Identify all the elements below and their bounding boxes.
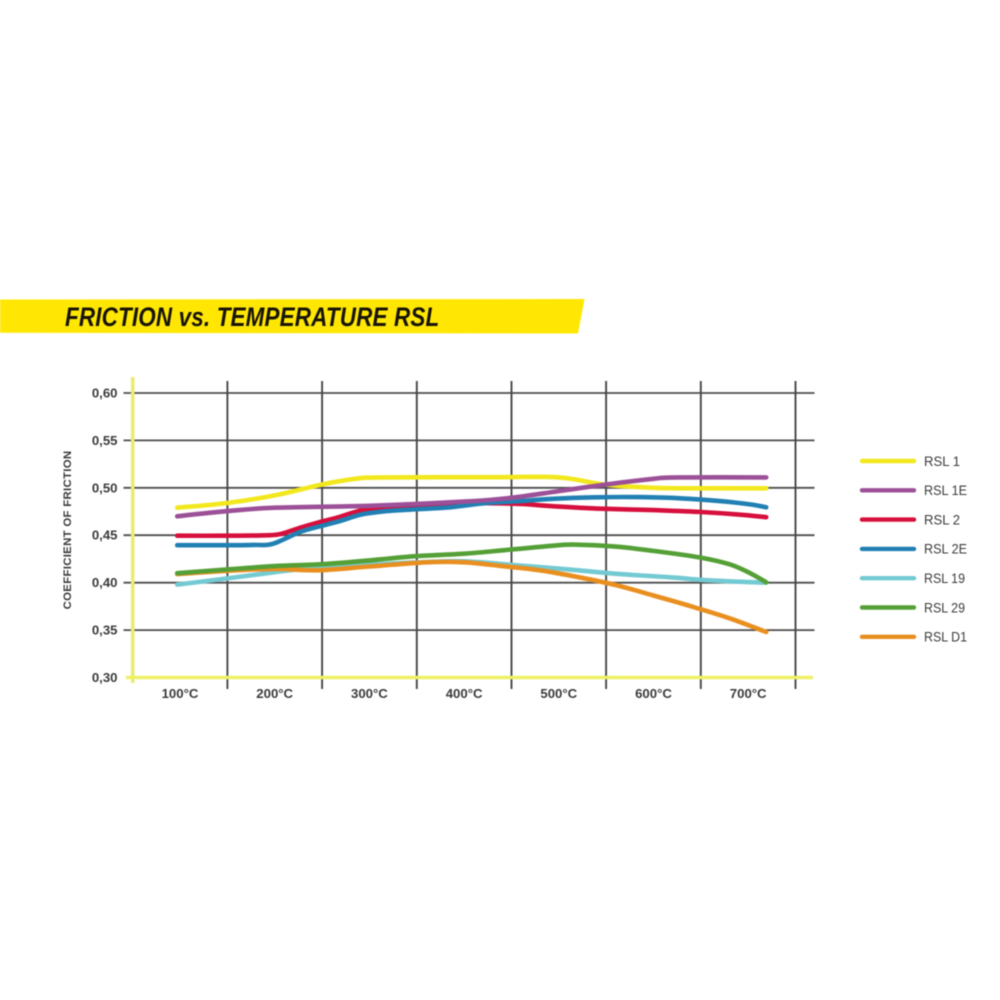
svg-text:0,35: 0,35: [92, 623, 118, 638]
svg-text:0,40: 0,40: [92, 575, 118, 590]
svg-text:RSL 29: RSL 29: [924, 599, 965, 615]
svg-text:100°C: 100°C: [162, 686, 199, 701]
svg-text:600°C: 600°C: [635, 686, 672, 701]
svg-text:700°C: 700°C: [730, 686, 767, 701]
svg-text:RSL 2E: RSL 2E: [924, 541, 967, 557]
svg-text:300°C: 300°C: [351, 686, 388, 701]
svg-text:500°C: 500°C: [540, 686, 577, 701]
svg-text:0,60: 0,60: [92, 386, 118, 401]
svg-text:0,50: 0,50: [92, 480, 118, 495]
svg-text:RSL 2: RSL 2: [924, 511, 960, 527]
svg-text:RSL D1: RSL D1: [924, 629, 967, 645]
svg-text:RSL 1E: RSL 1E: [924, 482, 967, 498]
svg-text:400°C: 400°C: [446, 686, 483, 701]
svg-text:0,45: 0,45: [92, 528, 118, 543]
svg-text:COEFFICIENT OF FRICTION: COEFFICIENT OF FRICTION: [62, 451, 74, 610]
svg-text:200°C: 200°C: [256, 686, 293, 701]
svg-text:RSL 1: RSL 1: [924, 453, 960, 469]
svg-text:0,30: 0,30: [92, 670, 118, 685]
svg-text:RSL 19: RSL 19: [924, 570, 965, 586]
svg-text:0,55: 0,55: [92, 433, 118, 448]
